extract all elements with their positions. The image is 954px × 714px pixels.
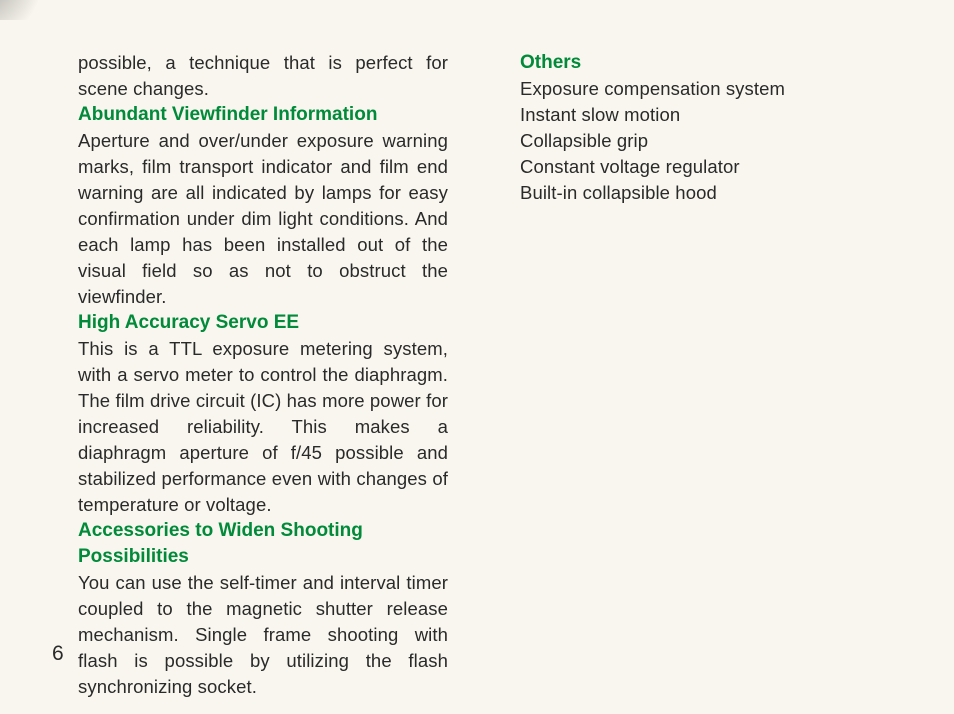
lead-paragraph: possible, a technique that is perfect fo… <box>78 50 448 102</box>
page-number: 6 <box>52 642 64 666</box>
section-body: You can use the self-timer and interval … <box>78 570 448 700</box>
section-heading: Others <box>520 50 890 76</box>
two-column-layout: possible, a technique that is perfect fo… <box>78 50 904 700</box>
document-page: possible, a technique that is perfect fo… <box>0 0 954 714</box>
list-item: Built-in collapsible hood <box>520 180 890 206</box>
right-column: Others Exposure compensation system Inst… <box>520 50 890 700</box>
section-body: Aperture and over/under exposure warning… <box>78 128 448 310</box>
page-curl-shadow <box>0 0 60 20</box>
section-body: This is a TTL exposure metering system, … <box>78 336 448 518</box>
list-item: Instant slow motion <box>520 102 890 128</box>
section-heading: Abundant Viewfinder Information <box>78 102 448 128</box>
section-heading: High Accuracy Servo EE <box>78 310 448 336</box>
list-item: Constant voltage regulator <box>520 154 890 180</box>
list-item: Exposure compensation system <box>520 76 890 102</box>
section-heading: Accessories to Widen Shooting Possibilit… <box>78 518 448 570</box>
left-column: possible, a technique that is perfect fo… <box>78 50 448 700</box>
list-item: Collapsible grip <box>520 128 890 154</box>
